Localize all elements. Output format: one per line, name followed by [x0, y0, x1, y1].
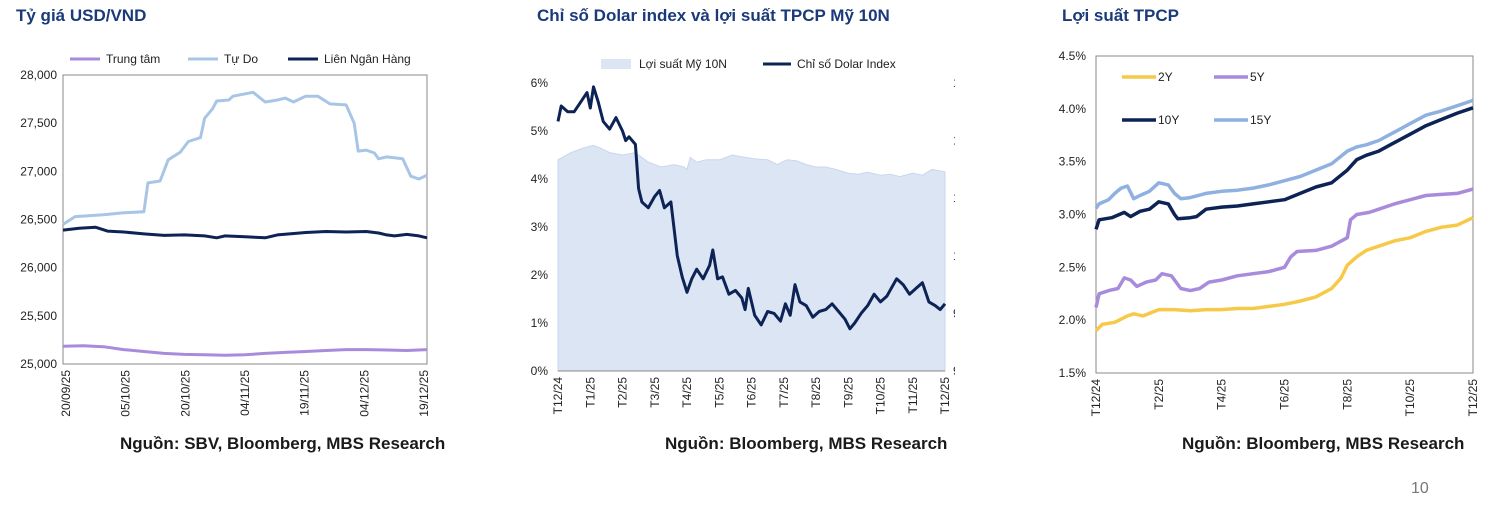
dxy-us10y-chart: 0% 1% 2% 3% 4% 5% 6% 95 98 101 104 107 110 T12/24 T1/2…: [531, 57, 955, 415]
y-tick-label: 3.0%: [1059, 208, 1087, 222]
panel-2-title: Chỉ số Dolar index và lợi suất TPCP Mỹ 1…: [537, 6, 890, 25]
y-left-tick-label: 4%: [531, 172, 549, 186]
panel-3-title: Lợi suất TPCP: [1062, 6, 1179, 25]
legend-label: Tự Do: [224, 52, 258, 66]
area-series: [557, 144, 946, 372]
x-tick-label: T12/25: [938, 377, 952, 415]
legend-label: Chỉ số Dolar Index: [797, 57, 896, 71]
plot-frame: [62, 74, 428, 365]
usd-vnd-chart: 25,000 25,500 26,000 26,500 27,000 27,500 28,0…: [20, 52, 431, 417]
panel-3-source: Nguồn: Bloomberg, MBS Research: [1182, 434, 1465, 453]
x-tick-label: T1/25: [583, 377, 597, 408]
x-tick-label: T12/24: [1089, 379, 1103, 417]
legend-label: 5Y: [1250, 70, 1265, 84]
x-tick-label: T11/25: [906, 377, 920, 414]
legend-label: Liên Ngân Hàng: [324, 52, 411, 66]
page-number: 10: [1411, 480, 1429, 497]
legend-label: Lợi suất Mỹ 10N: [639, 57, 727, 71]
y-tick-label: 2.0%: [1059, 313, 1087, 327]
y-left-tick-label: 0%: [531, 364, 549, 378]
x-tick-label: T9/25: [841, 377, 855, 408]
x-tick-label: 20/09/25: [59, 370, 73, 417]
series-line: [62, 90, 428, 226]
x-tick-label: 04/12/25: [357, 370, 371, 417]
y-right-tick-label: 95: [953, 364, 955, 378]
x-tick-label: 20/10/25: [178, 370, 192, 417]
y-tick-label: 26,500: [20, 213, 57, 227]
x-tick-label: 04/11/25: [238, 370, 252, 416]
y-tick-label: 4.0%: [1059, 102, 1087, 116]
plot-frame: [1095, 55, 1474, 374]
x-tick-label: T12/25: [1466, 379, 1480, 417]
series-line: [1094, 106, 1474, 230]
legend-label: 2Y: [1158, 70, 1173, 84]
series-line: [1094, 216, 1474, 332]
legend-label: 15Y: [1250, 113, 1271, 127]
x-tick-label: T3/25: [648, 377, 662, 408]
panel-1-title: Tỷ giá USD/VND: [16, 6, 147, 25]
x-tick-label: T10/25: [1403, 379, 1417, 417]
x-tick-label: T4/25: [680, 377, 694, 408]
x-tick-label: T7/25: [777, 377, 791, 408]
x-tick-label: T12/24: [551, 377, 565, 415]
y-right-tick-label: 107: [953, 134, 955, 148]
legend-swatch: [601, 59, 631, 69]
panel-1-source: Nguồn: SBV, Bloomberg, MBS Research: [120, 434, 446, 453]
x-tick-label: T2/25: [616, 377, 630, 408]
panel-2-source: Nguồn: Bloomberg, MBS Research: [665, 434, 948, 453]
y-left-tick-label: 5%: [531, 124, 549, 138]
x-tick-label: T5/25: [712, 377, 726, 408]
x-tick-label: T4/25: [1215, 379, 1229, 410]
y-tick-label: 27,000: [20, 164, 57, 178]
x-tick-label: T8/25: [809, 377, 823, 408]
x-tick-label: T6/25: [1278, 379, 1292, 410]
x-tick-label: T8/25: [1340, 379, 1354, 410]
y-tick-label: 28,000: [20, 68, 57, 82]
y-tick-label: 25,000: [20, 357, 57, 371]
series-line: [62, 225, 428, 240]
x-tick-label: T6/25: [745, 377, 759, 408]
y-left-tick-label: 3%: [531, 220, 549, 234]
y-left-tick-label: 6%: [531, 76, 549, 90]
y-left-tick-label: 1%: [531, 316, 549, 330]
legend-label: Trung tâm: [106, 52, 160, 66]
y-tick-label: 4.5%: [1059, 49, 1087, 63]
x-tick-label: 19/12/25: [417, 370, 431, 417]
x-tick-label: 05/10/25: [119, 370, 133, 417]
x-tick-label: 19/11/25: [298, 370, 312, 416]
x-tick-label: T2/25: [1152, 379, 1166, 410]
y-tick-label: 26,000: [20, 261, 57, 275]
series-line: [1094, 187, 1474, 308]
y-tick-label: 25,500: [20, 309, 57, 323]
legend-label: 10Y: [1158, 113, 1179, 127]
y-left-tick-label: 2%: [531, 268, 549, 282]
series-line: [62, 344, 428, 357]
y-right-tick-label: 98: [953, 306, 955, 320]
dxy-line: [556, 85, 947, 331]
y-right-tick-label: 101: [953, 249, 955, 263]
gov-bond-yield-chart: 1.5% 2.0% 2.5% 3.0% 3.5% 4.0% 4.5% T12/24 T2/25 T…: [1059, 49, 1480, 417]
y-tick-label: 27,500: [20, 116, 57, 130]
series-line: [1094, 98, 1474, 210]
y-tick-label: 3.5%: [1059, 155, 1087, 169]
y-right-tick-label: 110: [953, 76, 955, 90]
x-tick-label: T10/25: [874, 377, 888, 415]
y-tick-label: 2.5%: [1059, 260, 1087, 274]
y-right-tick-label: 104: [953, 191, 955, 205]
y-tick-label: 1.5%: [1059, 366, 1087, 380]
